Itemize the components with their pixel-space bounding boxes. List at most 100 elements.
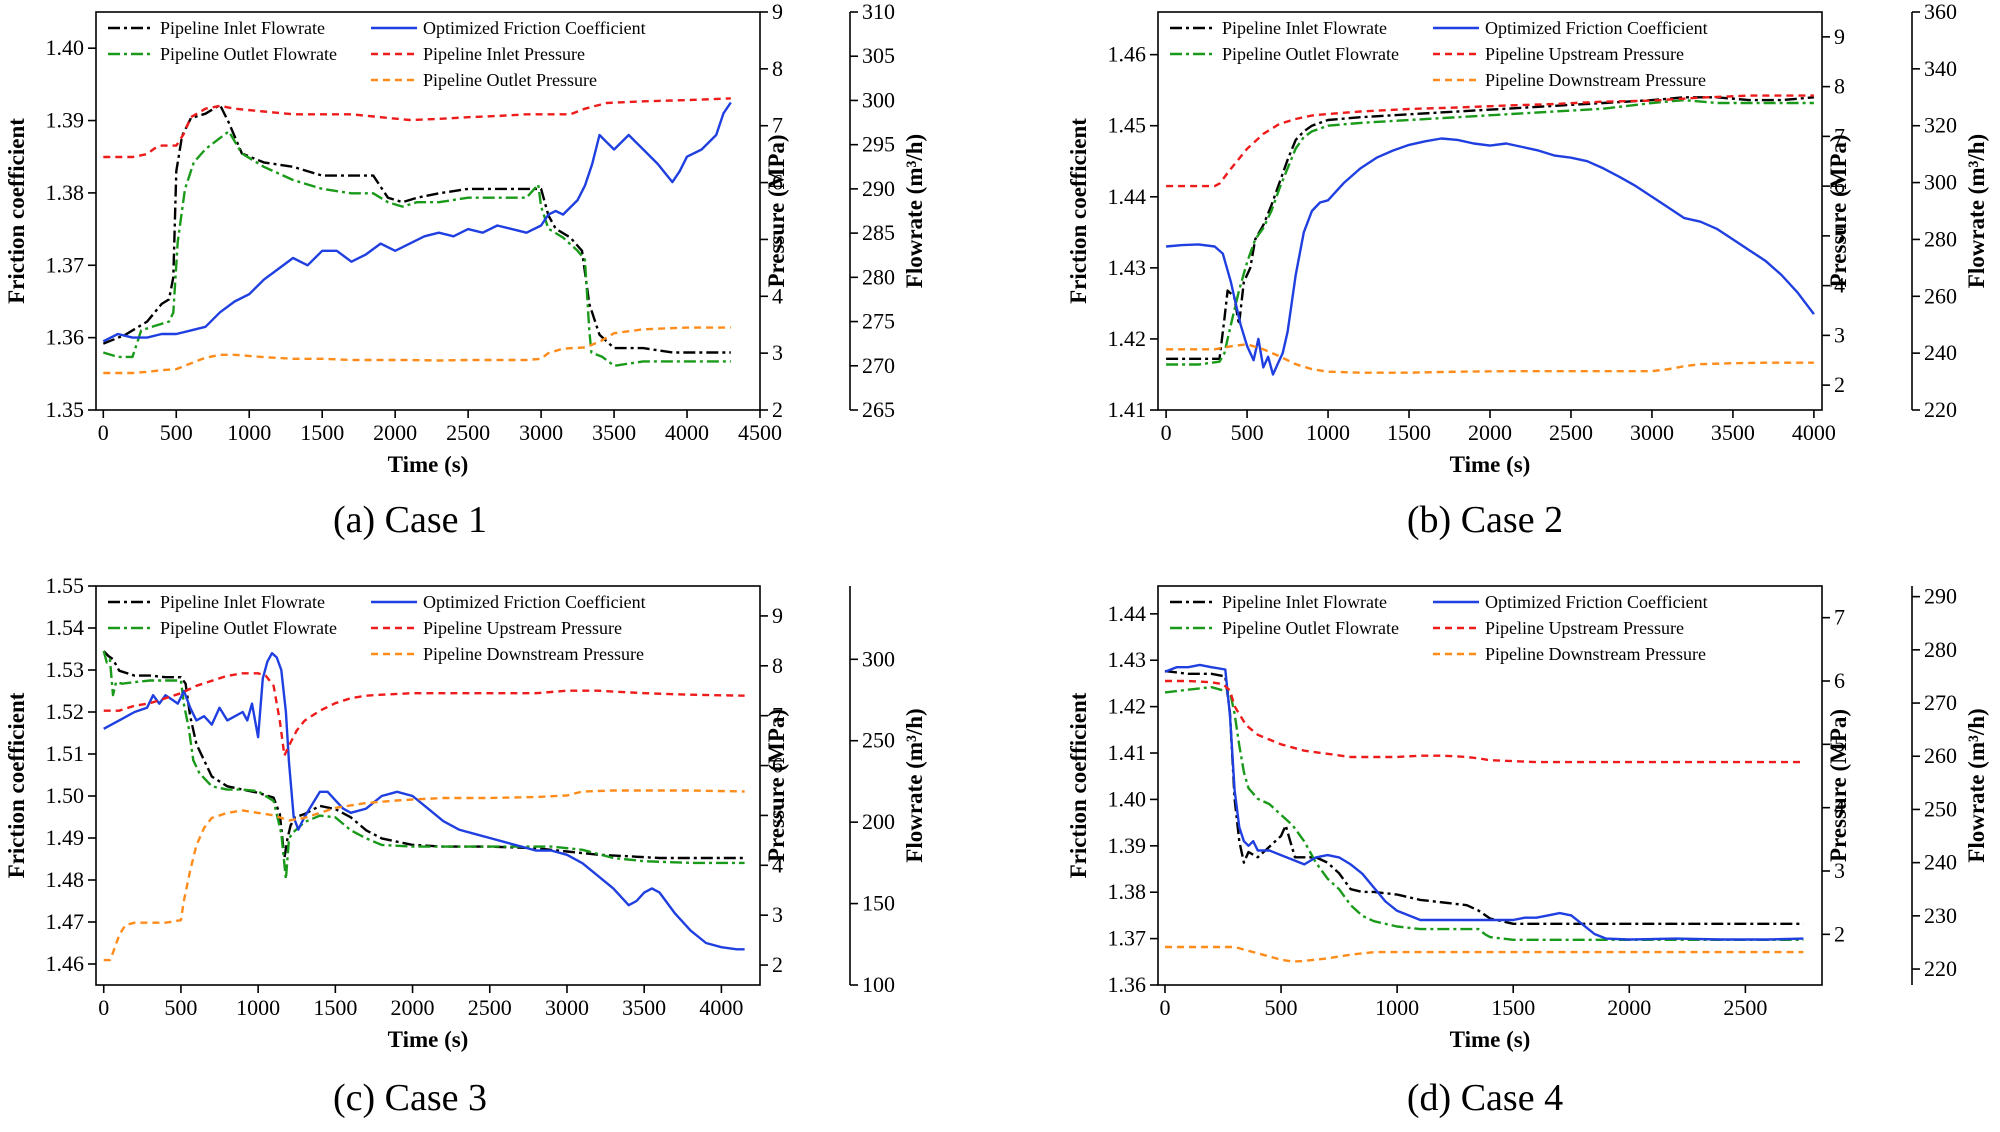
y-pressure-tick-label: 5 <box>772 802 783 827</box>
y-flow-tick-label: 240 <box>1924 850 1957 875</box>
y-pressure-tick-label: 2 <box>1834 372 1845 397</box>
series-line-outlet_pres <box>1165 945 1804 963</box>
panel-caption: (b) Case 2 <box>1407 499 1563 541</box>
y-left-tick-label: 1.46 <box>1108 42 1147 67</box>
y-pressure-tick-label: 3 <box>772 902 783 927</box>
x-tick-label: 0 <box>98 995 109 1020</box>
legend-label: Pipeline Inlet Flowrate <box>160 18 325 38</box>
y-flow-tick-label: 280 <box>1924 637 1957 662</box>
x-tick-label: 2000 <box>373 420 417 445</box>
y-left-tick-label: 1.49 <box>46 825 85 850</box>
y-pressure-tick-label: 2 <box>772 397 783 422</box>
x-tick-label: 500 <box>160 420 193 445</box>
y-flow-tick-label: 320 <box>1924 113 1957 138</box>
y-pressure-tick-label: 7 <box>772 113 783 138</box>
y-pressure-axis-label: Pressure (MPa) <box>764 709 789 862</box>
x-tick-label: 3500 <box>622 995 666 1020</box>
series-line-inlet_flow <box>1164 669 1804 925</box>
legend-label: Pipeline Inlet Pressure <box>423 44 585 64</box>
y-left-tick-label: 1.55 <box>46 573 85 598</box>
legend-label: Pipeline Outlet Flowrate <box>1222 44 1399 64</box>
y-flow-tick-label: 270 <box>862 353 895 378</box>
legend-label: Pipeline Inlet Flowrate <box>1222 18 1387 38</box>
y-left-tick-label: 1.46 <box>46 951 85 976</box>
y-left-tick-label: 1.35 <box>46 397 85 422</box>
y-pressure-tick-label: 2 <box>772 952 783 977</box>
y-left-tick-label: 1.41 <box>1108 397 1147 422</box>
x-tick-label: 500 <box>1231 420 1264 445</box>
series-line-outlet_pres <box>1166 343 1814 374</box>
legend-label: Pipeline Outlet Flowrate <box>160 44 337 64</box>
x-tick-label: 2000 <box>1468 420 1512 445</box>
y-left-tick-label: 1.41 <box>1108 740 1147 765</box>
y-pressure-tick-label: 9 <box>772 0 783 24</box>
y-left-axis-label: Friction coefficient <box>4 118 29 304</box>
y-flow-tick-label: 220 <box>1924 956 1957 981</box>
x-tick-label: 1000 <box>1306 420 1350 445</box>
y-left-tick-label: 1.39 <box>1108 833 1147 858</box>
y-pressure-tick-label: 4 <box>1834 795 1845 820</box>
legend-label: Pipeline Downstream Pressure <box>1485 70 1706 90</box>
y-pressure-axis-label: Pressure (MPa) <box>1826 709 1851 862</box>
y-pressure-tick-label: 6 <box>1834 668 1845 693</box>
chart-panel-3: 0 500 1000 1500 2000 2500 3000 3500 4000 Time (s)… <box>4 573 927 1119</box>
legend-label: Pipeline Upstream Pressure <box>1485 618 1684 638</box>
legend-label: Pipeline Downstream Pressure <box>423 644 644 664</box>
y-left-tick-label: 1.47 <box>46 909 85 934</box>
y-flow-tick-label: 290 <box>862 176 895 201</box>
y-pressure-tick-label: 8 <box>1834 74 1845 99</box>
x-tick-label: 4500 <box>738 420 782 445</box>
y-left-tick-label: 1.39 <box>46 108 85 133</box>
y-flow-tick-label: 285 <box>862 220 895 245</box>
y-left-tick-label: 1.38 <box>46 180 85 205</box>
y-left-tick-label: 1.53 <box>46 657 85 682</box>
legend-label: Optimized Friction Coefficient <box>1485 18 1708 38</box>
x-tick-label: 0 <box>1161 420 1172 445</box>
y-flow-tick-label: 230 <box>1924 903 1957 928</box>
x-tick-label: 4000 <box>1792 420 1836 445</box>
panel-caption: (d) Case 4 <box>1407 1077 1563 1119</box>
legend-label: Pipeline Outlet Pressure <box>423 70 597 90</box>
y-left-tick-label: 1.51 <box>46 741 85 766</box>
y-flow-tick-label: 200 <box>862 809 895 834</box>
x-tick-label: 1500 <box>1387 420 1431 445</box>
x-tick-label: 1500 <box>313 995 357 1020</box>
x-axis-label: Time (s) <box>388 1027 469 1052</box>
y-flow-tick-label: 270 <box>1924 690 1957 715</box>
y-pressure-tick-label: 4 <box>772 852 783 877</box>
series-line-outlet_pres <box>103 789 745 962</box>
x-tick-label: 1500 <box>300 420 344 445</box>
plot-frame <box>95 585 761 986</box>
y-flow-axis-label: Flowrate (m³/h) <box>1964 134 1989 288</box>
y-left-axis-label: Friction coefficient <box>4 692 29 878</box>
y-left-tick-label: 1.37 <box>46 252 85 277</box>
y-left-tick-label: 1.44 <box>1108 601 1147 626</box>
y-flow-tick-label: 300 <box>1924 170 1957 195</box>
y-flow-tick-label: 280 <box>1924 226 1957 251</box>
y-flow-axis-label: Flowrate (m³/h) <box>902 708 927 862</box>
x-tick-label: 3500 <box>1711 420 1755 445</box>
x-axis-label: Time (s) <box>1450 452 1531 477</box>
x-tick-label: 2000 <box>391 995 435 1020</box>
series-group <box>1164 663 1804 963</box>
series-group <box>102 650 745 962</box>
x-tick-label: 1000 <box>236 995 280 1020</box>
x-tick-label: 2500 <box>468 995 512 1020</box>
y-flow-tick-label: 260 <box>1924 743 1957 768</box>
series-line-friction <box>1164 663 1804 941</box>
legend-label: Pipeline Outlet Flowrate <box>1222 618 1399 638</box>
y-left-tick-label: 1.54 <box>46 615 85 640</box>
x-tick-label: 500 <box>1265 995 1298 1020</box>
x-tick-label: 1000 <box>1375 995 1419 1020</box>
y-flow-tick-label: 150 <box>862 891 895 916</box>
y-flow-tick-label: 290 <box>1924 584 1957 609</box>
y-left-tick-label: 1.37 <box>1108 926 1147 951</box>
y-pressure-tick-label: 6 <box>772 753 783 778</box>
y-flow-tick-label: 250 <box>1924 796 1957 821</box>
legend-label: Pipeline Downstream Pressure <box>1485 644 1706 664</box>
series-line-friction <box>1165 137 1815 376</box>
y-pressure-tick-label: 7 <box>772 703 783 728</box>
legend-label: Pipeline Upstream Pressure <box>1485 44 1684 64</box>
y-pressure-tick-label: 6 <box>1834 173 1845 198</box>
